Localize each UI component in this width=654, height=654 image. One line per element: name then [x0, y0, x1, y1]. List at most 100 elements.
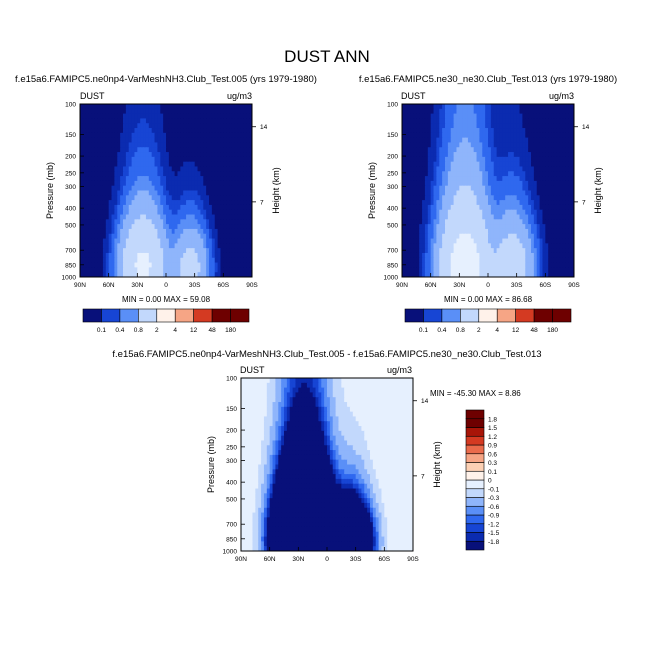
field-cell	[209, 257, 213, 264]
field-cell	[485, 152, 489, 158]
field-cell	[410, 378, 413, 384]
field-cell	[231, 228, 236, 235]
field-cell	[496, 152, 501, 158]
field-cell	[272, 402, 276, 408]
field-cell	[145, 190, 150, 196]
field-cell	[234, 137, 239, 144]
field-cell	[442, 137, 446, 144]
field-cell	[470, 161, 475, 168]
field-cell	[206, 209, 210, 216]
field-cell	[553, 118, 558, 124]
field-cell	[439, 171, 443, 177]
field-cell	[445, 176, 449, 182]
field-cell	[240, 200, 244, 206]
field-cell	[505, 224, 509, 230]
field-cell	[571, 209, 574, 216]
field-cell	[536, 248, 541, 254]
field-cell	[488, 166, 492, 172]
field-cell	[470, 113, 475, 120]
field-cell	[94, 152, 98, 158]
field-cell	[404, 195, 409, 201]
field-cell	[134, 204, 138, 211]
field-cell	[536, 252, 541, 259]
field-cell	[258, 416, 262, 422]
field-cell	[80, 185, 84, 192]
field-cell	[519, 224, 523, 230]
field-cell	[88, 132, 93, 139]
field-cell	[246, 147, 250, 153]
field-cell	[312, 387, 317, 394]
field-cell	[111, 161, 115, 168]
field-cell	[499, 209, 503, 216]
field-cell	[102, 267, 107, 273]
field-cell	[226, 137, 230, 144]
field-cell	[465, 267, 469, 273]
field-cell	[470, 176, 475, 182]
field-cell	[166, 180, 170, 187]
field-cell	[329, 416, 334, 422]
field-cell	[370, 397, 374, 403]
field-cell	[111, 108, 115, 115]
field-cell	[166, 233, 170, 240]
field-cell	[223, 219, 227, 225]
field-cell	[206, 171, 210, 177]
field-cell	[249, 382, 254, 389]
field-cell	[123, 190, 127, 196]
field-cell	[188, 152, 193, 158]
field-cell	[551, 166, 555, 172]
field-cell	[559, 272, 564, 277]
field-cell	[485, 171, 489, 177]
field-cell	[134, 180, 138, 187]
field-cell	[306, 416, 311, 422]
field-cell	[154, 209, 158, 216]
field-cell	[513, 248, 518, 254]
field-cell	[410, 200, 415, 206]
field-cell	[111, 137, 115, 144]
field-cell	[485, 252, 489, 259]
field-cell	[571, 176, 574, 182]
field-cell	[243, 113, 247, 120]
field-cell	[433, 123, 437, 129]
field-cell	[171, 252, 176, 259]
field-cell	[470, 152, 475, 158]
field-cell	[85, 238, 90, 244]
field-cell	[263, 411, 268, 418]
field-cell	[88, 257, 93, 264]
field-cell	[453, 123, 458, 129]
field-cell	[508, 113, 512, 120]
field-cell	[94, 262, 98, 268]
field-cell	[456, 156, 460, 163]
field-cell	[531, 108, 535, 115]
field-cell	[151, 214, 156, 220]
field-cell	[151, 113, 156, 120]
field-cell	[453, 132, 458, 139]
field-cell	[542, 185, 546, 192]
field-cell	[114, 104, 118, 110]
field-cell	[542, 147, 546, 153]
field-cell	[166, 238, 170, 244]
field-cell	[114, 161, 118, 168]
field-cell	[559, 123, 564, 129]
field-cell	[168, 228, 173, 235]
field-cell	[194, 195, 199, 201]
field-cell	[223, 248, 227, 254]
field-cell	[80, 195, 84, 201]
field-cell	[533, 204, 538, 211]
field-cell	[171, 248, 176, 254]
field-cell	[490, 272, 495, 277]
field-cell	[128, 123, 133, 129]
x-tick-label: 60N	[425, 282, 437, 289]
field-cell	[568, 209, 572, 216]
x-tick-label: 60S	[540, 282, 552, 289]
field-cell	[211, 108, 216, 115]
field-cell	[456, 180, 460, 187]
field-cell	[473, 243, 478, 249]
field-cell	[553, 267, 558, 273]
field-cell	[490, 137, 495, 144]
field-cell	[154, 147, 158, 153]
field-cell	[344, 406, 348, 413]
field-cell	[140, 166, 144, 172]
field-cell	[447, 243, 452, 249]
field-cell	[140, 180, 144, 187]
field-cell	[571, 180, 574, 187]
